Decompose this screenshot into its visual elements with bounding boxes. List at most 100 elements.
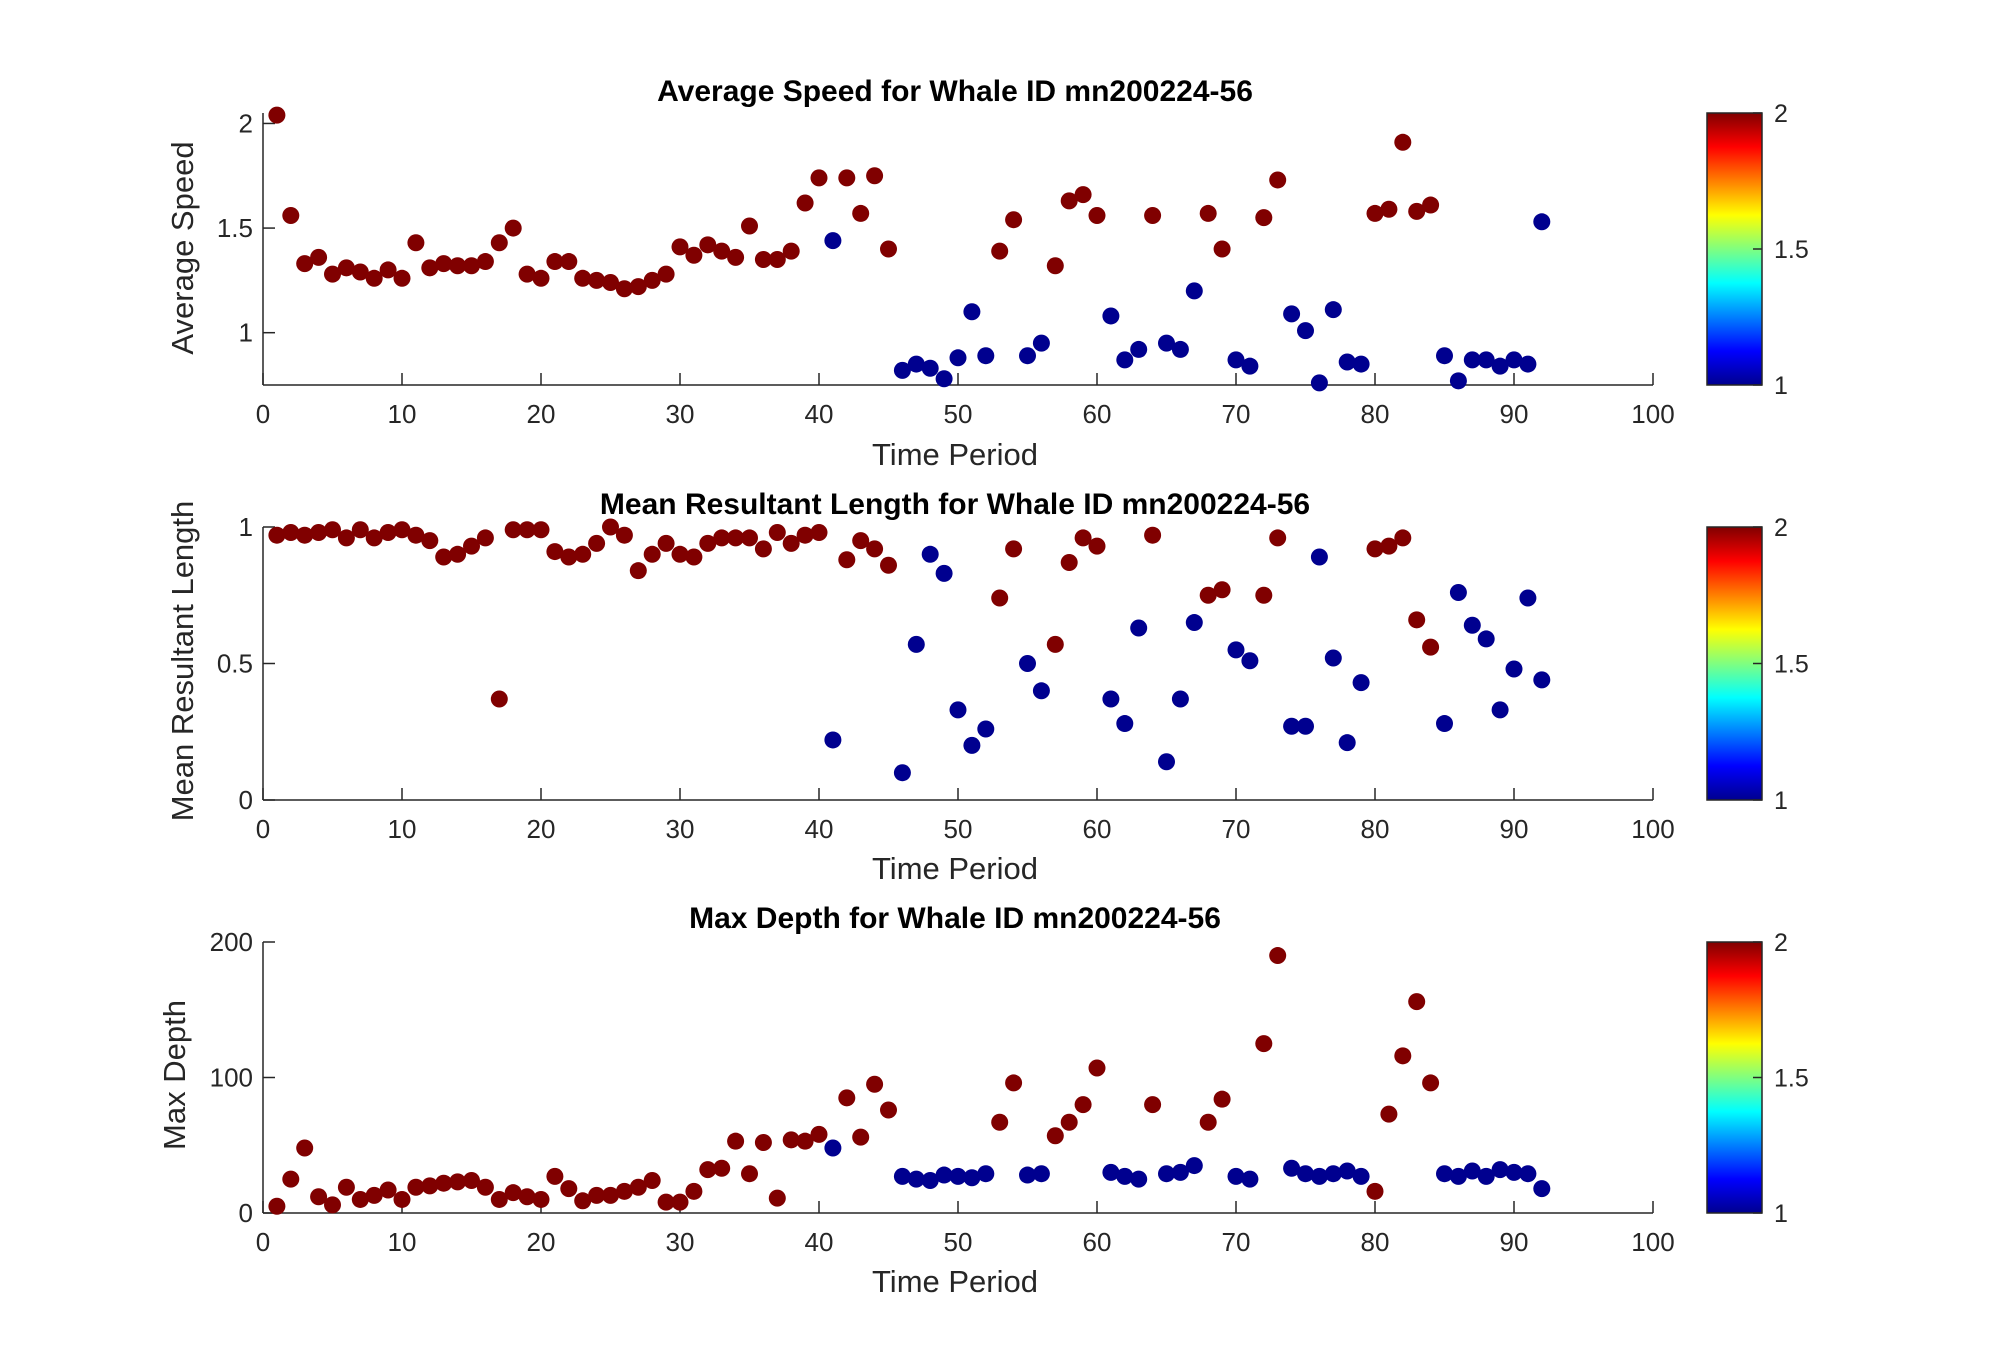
data-point (699, 1161, 717, 1179)
data-point (504, 219, 522, 237)
data-point (615, 1182, 633, 1200)
data-point (629, 562, 647, 580)
data-point (963, 1169, 981, 1187)
data-point (1366, 540, 1384, 558)
data-point (782, 242, 800, 260)
data-point (852, 1128, 870, 1146)
data-point (1060, 553, 1078, 571)
data-point (643, 271, 661, 289)
chart-title: Average Speed for Whale ID mn200224-56 (657, 75, 1253, 108)
data-point (977, 1165, 995, 1183)
data-point (1463, 616, 1481, 634)
data-point (351, 1190, 369, 1208)
scatter-points-max-depth (268, 947, 1551, 1215)
y-axis-label: Max Depth (157, 1000, 192, 1150)
data-point (324, 265, 341, 283)
data-point (824, 232, 842, 250)
data-point (991, 242, 1009, 260)
data-point (1074, 529, 1092, 547)
data-point (713, 242, 731, 260)
data-point (1533, 671, 1551, 689)
data-point (1241, 652, 1259, 670)
data-point (407, 526, 425, 544)
data-point (379, 1181, 397, 1199)
data-point (1227, 351, 1245, 369)
data-point (782, 534, 800, 552)
y-tick-label: 0 (239, 1198, 253, 1228)
data-point (921, 359, 939, 377)
x-axis-label: Time Period (872, 437, 1038, 472)
y-tick-label: 100 (210, 1063, 253, 1093)
data-point (1436, 347, 1453, 365)
data-point (824, 1139, 842, 1157)
data-point (421, 532, 439, 550)
data-point (518, 521, 536, 539)
data-point (421, 1177, 439, 1195)
data-point (393, 1190, 411, 1208)
data-point (629, 278, 647, 296)
data-point (657, 1193, 675, 1211)
data-point (476, 253, 494, 271)
data-point (949, 1167, 967, 1185)
data-point (1463, 351, 1481, 369)
data-point (1158, 1165, 1175, 1183)
data-point (671, 1193, 689, 1211)
y-tick-label: 1.5 (217, 213, 253, 243)
data-point (435, 548, 453, 566)
data-point (1324, 301, 1342, 319)
data-point (1060, 192, 1078, 210)
data-point (671, 545, 689, 563)
data-point (1144, 1096, 1162, 1114)
data-point (796, 1132, 814, 1150)
data-point (1338, 1162, 1356, 1180)
data-point (935, 1166, 953, 1184)
data-point (560, 548, 578, 566)
data-point (1005, 1074, 1023, 1092)
chart-title: Max Depth for Whale ID mn200224-56 (689, 902, 1221, 935)
data-point (463, 257, 480, 275)
data-point (838, 169, 856, 187)
data-point (588, 534, 606, 552)
data-point (560, 253, 578, 271)
data-point (407, 234, 425, 252)
data-point (1005, 211, 1023, 229)
data-point (866, 167, 884, 185)
data-point (268, 526, 286, 544)
x-tick-label: 90 (1500, 814, 1529, 844)
data-point (282, 1170, 300, 1188)
data-point (935, 370, 953, 388)
data-point (1227, 1167, 1245, 1185)
data-point (1533, 1180, 1551, 1198)
data-point (1463, 1162, 1481, 1180)
data-point (685, 548, 703, 566)
x-tick-label: 80 (1361, 1227, 1390, 1257)
data-point (768, 523, 786, 541)
data-point (1074, 186, 1092, 204)
colorbar-max-depth: 11.52 (1706, 929, 1809, 1228)
data-point (1519, 589, 1537, 607)
data-point (977, 347, 995, 365)
data-point (866, 1075, 884, 1093)
data-point (949, 701, 967, 719)
x-tick-label: 20 (527, 814, 556, 844)
data-point (1324, 1165, 1342, 1183)
data-point (1338, 734, 1356, 752)
data-point (1116, 1167, 1134, 1185)
data-point (1088, 537, 1106, 555)
colorbar-tick-label: 2 (1774, 929, 1788, 957)
data-point (657, 534, 675, 552)
x-tick-label: 70 (1222, 814, 1251, 844)
x-tick-label: 40 (805, 1227, 834, 1257)
data-point (810, 1125, 828, 1143)
data-point (1144, 526, 1162, 544)
data-point (643, 545, 661, 563)
x-tick-label: 50 (944, 814, 973, 844)
data-point (1519, 1165, 1537, 1183)
data-point (602, 1186, 619, 1204)
data-point (1199, 204, 1217, 222)
data-point (365, 529, 383, 547)
data-point (518, 1188, 536, 1206)
data-point (1297, 322, 1314, 340)
data-point (1019, 1166, 1036, 1184)
data-point (435, 255, 453, 273)
